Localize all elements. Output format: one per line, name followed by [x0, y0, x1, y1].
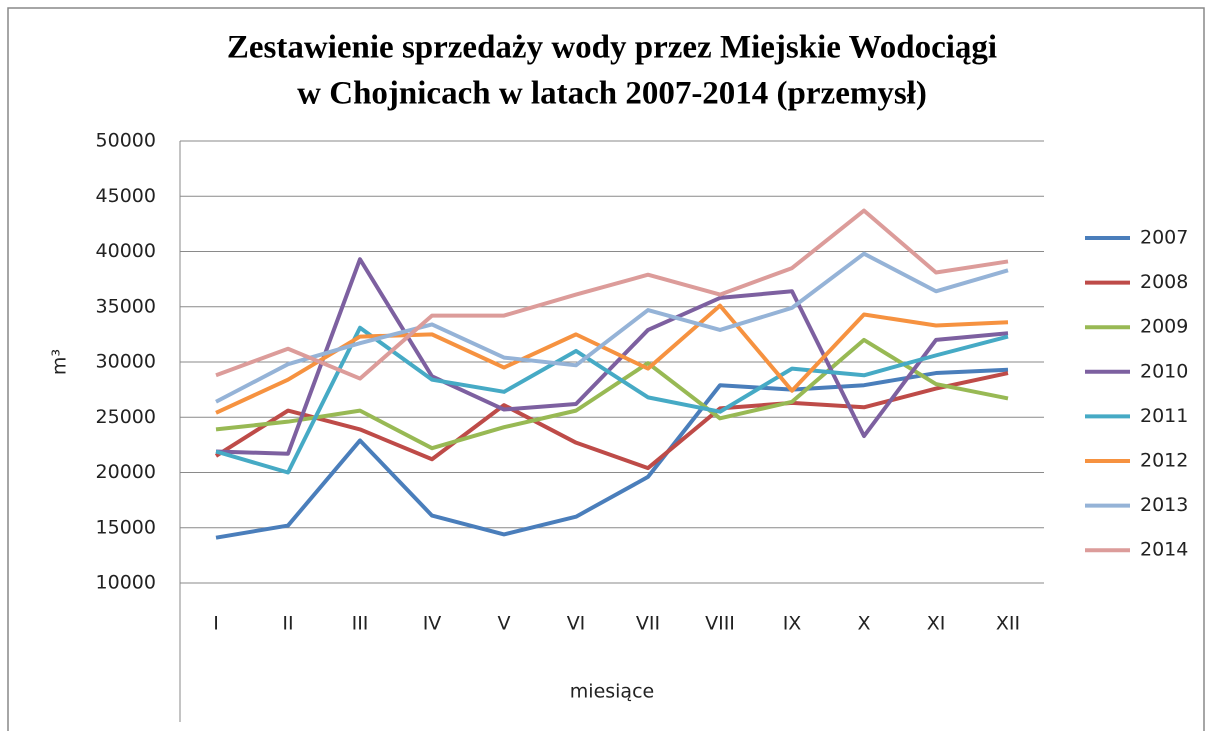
x-axis-label: miesiące: [570, 681, 654, 703]
x-tick-label: III: [352, 613, 369, 635]
chart-title: Zestawienie sprzedaży wody przez Miejski…: [227, 30, 997, 66]
x-tick-label: I: [213, 613, 219, 635]
legend-label: 2008: [1140, 271, 1188, 293]
x-tick-label: X: [857, 613, 870, 635]
series-line: [215, 367, 1009, 540]
y-tick-label: 40000: [96, 240, 156, 262]
x-tick-label: XII: [996, 613, 1020, 635]
series-line: [215, 257, 1009, 456]
series-line: [215, 208, 1009, 381]
legend-label: 2011: [1140, 405, 1188, 427]
x-tick-label: IX: [783, 613, 802, 635]
y-tick-label: 30000: [96, 351, 156, 373]
y-axis-label: m³: [49, 349, 71, 375]
x-tick-label: V: [498, 613, 511, 635]
x-tick-label: IV: [423, 613, 442, 635]
legend-label: 2009: [1140, 316, 1188, 338]
y-tick-label: 10000: [96, 572, 156, 594]
x-tick-label: VI: [567, 613, 586, 635]
y-tick-label: 35000: [96, 295, 156, 317]
legend-label: 2013: [1140, 494, 1188, 516]
legend-label: 2007: [1140, 227, 1188, 249]
y-tick-label: 20000: [96, 461, 156, 483]
y-tick-label: 25000: [96, 406, 156, 428]
y-tick-label: 50000: [96, 130, 156, 152]
x-tick-label: VIII: [705, 613, 735, 635]
series-line: [215, 303, 1009, 415]
series-line: [215, 251, 1009, 404]
x-tick-label: VII: [636, 613, 660, 635]
chart-subtitle: w Chojnicach w latach 2007-2014 (przemys…: [297, 76, 927, 112]
x-tick-label: II: [282, 613, 293, 635]
legend-label: 2014: [1140, 539, 1188, 561]
y-tick-label: 15000: [96, 516, 156, 538]
y-tick-label: 45000: [96, 185, 156, 207]
series-line: [214, 371, 1009, 471]
legend-label: 2010: [1140, 360, 1188, 382]
legend-label: 2012: [1140, 450, 1188, 472]
series-line: [215, 337, 1009, 451]
x-tick-label: XI: [927, 613, 946, 635]
series-line: [215, 325, 1009, 475]
